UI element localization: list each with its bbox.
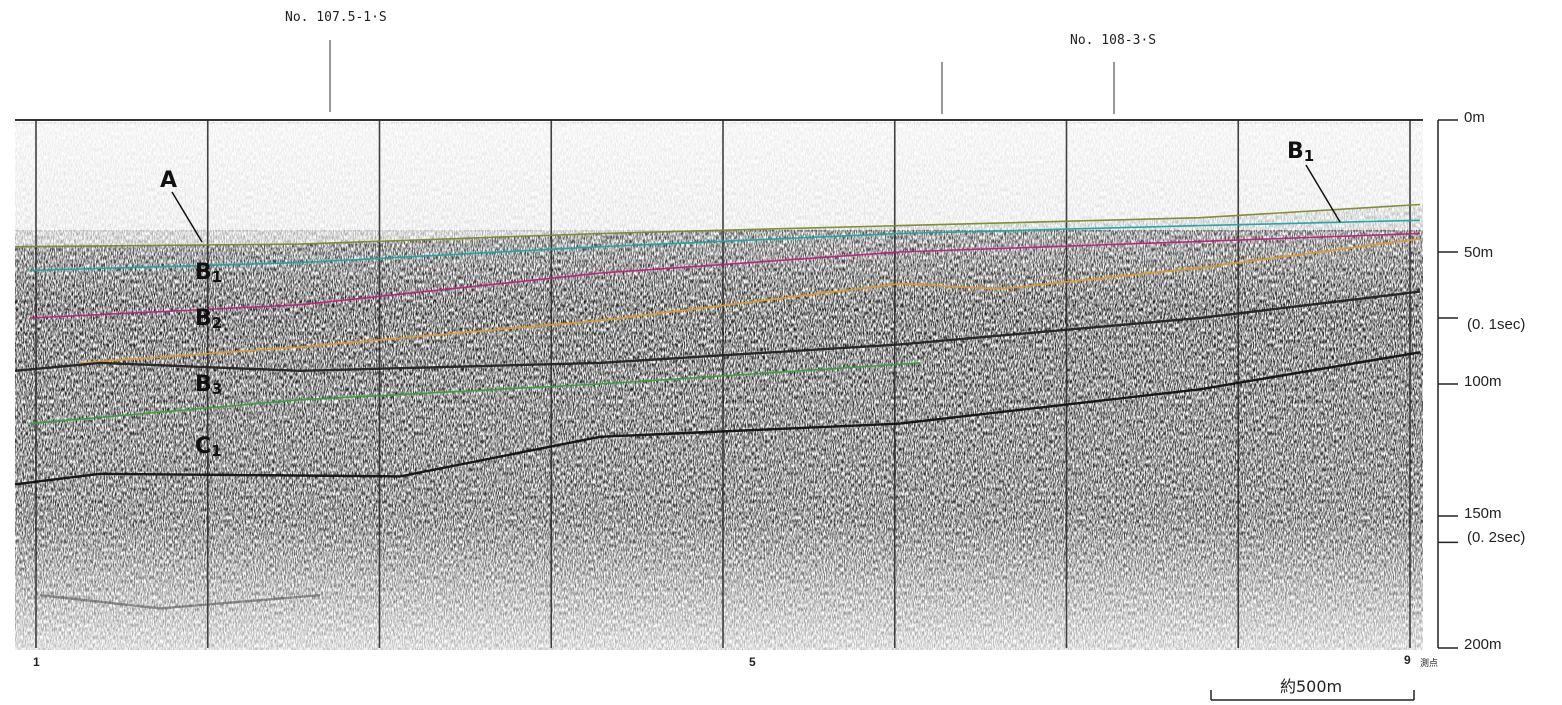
depth-axis bbox=[1437, 119, 1458, 649]
layer-label-b1-right: B1 bbox=[1287, 139, 1315, 165]
horizon-A-base bbox=[29, 219, 1421, 272]
borehole-label-107-5-1-s: No. 107.5-1·S bbox=[285, 10, 387, 25]
depth-label-100m: 100m bbox=[1464, 373, 1502, 390]
station-label-1: 1 bbox=[33, 655, 40, 669]
depth-label-0m: 0m bbox=[1464, 109, 1485, 126]
horizon-B1-base bbox=[29, 232, 1421, 319]
layer-label-b2: B2 bbox=[195, 306, 223, 332]
horizon-deep bbox=[39, 594, 321, 610]
depth-label-0-2sec: (0. 2sec) bbox=[1467, 529, 1526, 546]
horizon-C1-base bbox=[14, 351, 1421, 486]
depth-label-200m: 200m bbox=[1464, 636, 1502, 653]
scale-bar bbox=[1210, 690, 1415, 701]
depth-label-0-1sec: (0. 1sec) bbox=[1467, 316, 1526, 333]
borehole-label-108-3-s: No. 108-3·S bbox=[1070, 33, 1157, 48]
horizon-lines bbox=[14, 203, 1421, 610]
depth-label-150m: 150m bbox=[1464, 505, 1502, 522]
borehole-markers bbox=[329, 40, 1115, 114]
horizon-seafloor bbox=[14, 203, 1421, 248]
scale-bar-label: 約500m bbox=[1280, 677, 1343, 696]
depth-label-50m: 50m bbox=[1464, 244, 1494, 261]
fix-lines bbox=[35, 120, 1411, 648]
horizon-C1-top bbox=[14, 290, 1421, 372]
station-label-9: 9 bbox=[1404, 653, 1411, 667]
station-label-5: 5 bbox=[749, 655, 756, 669]
layer-label-b1: B1 bbox=[195, 260, 223, 286]
water-column bbox=[15, 124, 1423, 247]
layer-label-c1: C1 bbox=[195, 434, 222, 460]
layer-label-a: A bbox=[160, 168, 178, 193]
label-leaders bbox=[171, 164, 1341, 243]
layer-label-b3: B3 bbox=[195, 372, 223, 398]
leader-line-b1-right bbox=[1305, 164, 1341, 223]
horizon-B2-base bbox=[79, 238, 1421, 364]
horizon-B3-base bbox=[29, 362, 921, 425]
station-unit-label: 測点 bbox=[1420, 659, 1439, 669]
leader-line-a bbox=[171, 191, 203, 243]
